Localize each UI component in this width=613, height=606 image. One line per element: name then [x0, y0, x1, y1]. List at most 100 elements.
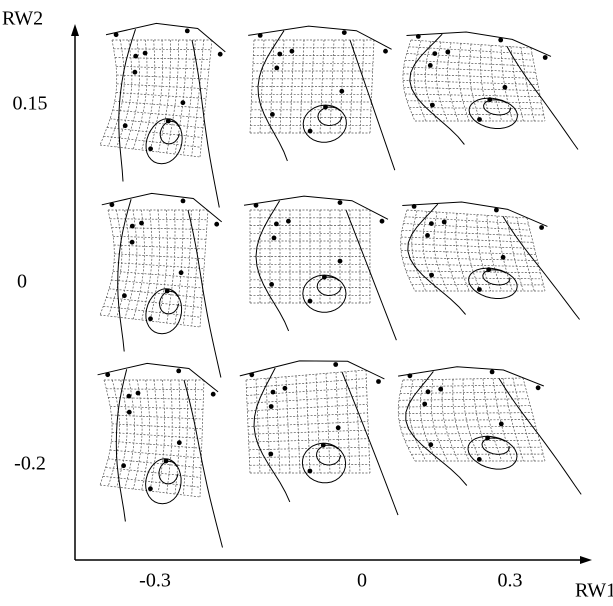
- grid-line: [116, 65, 210, 70]
- landmark: [163, 458, 169, 464]
- grid-line: [115, 92, 207, 99]
- landmark: [307, 468, 313, 474]
- landmark: [539, 225, 544, 230]
- grid-line: [247, 421, 369, 427]
- deformation-panel: [239, 360, 399, 516]
- deformation-panel: [397, 366, 582, 495]
- grid-line: [248, 438, 369, 443]
- outline-curve: [349, 39, 396, 171]
- outline-curve: [253, 367, 291, 503]
- outline-curve: [405, 371, 468, 486]
- landmark: [129, 223, 135, 229]
- grid-line: [113, 262, 205, 269]
- deformation-panel: [99, 22, 226, 208]
- grid-line: [99, 379, 113, 486]
- landmark: [476, 457, 482, 462]
- grid-line: [408, 46, 533, 55]
- grid-line: [99, 39, 118, 146]
- outline-curve: [118, 29, 136, 182]
- landmark: [428, 442, 434, 448]
- landmark: [542, 55, 548, 60]
- deformation-panel: [243, 195, 397, 341]
- outline-curve: [407, 203, 466, 315]
- loop-curve: [468, 267, 518, 299]
- grid-line: [112, 270, 204, 279]
- landmark: [494, 207, 499, 213]
- outline-curve: [117, 199, 132, 352]
- grid-line: [109, 218, 208, 221]
- landmark: [176, 440, 182, 446]
- landmark: [323, 104, 328, 110]
- grid-line: [105, 467, 201, 478]
- x-tick-label: -0.3: [139, 570, 171, 592]
- landmark: [429, 272, 434, 278]
- grid-line: [406, 53, 534, 61]
- grid-line: [329, 39, 335, 134]
- landmark: [268, 404, 274, 409]
- outline-curve: [105, 22, 226, 53]
- grid-line: [149, 379, 158, 492]
- grid-line: [405, 216, 529, 225]
- landmark: [425, 233, 430, 238]
- grid-line: [246, 378, 367, 389]
- grid-line: [111, 440, 202, 449]
- grid-line: [111, 227, 207, 230]
- outline-curve: [409, 33, 465, 145]
- landmark: [126, 393, 132, 399]
- outline-curve: [239, 360, 385, 380]
- landmark: [337, 200, 343, 206]
- loop-curve: [159, 290, 180, 315]
- landmark: [307, 128, 313, 134]
- landmark: [477, 117, 482, 122]
- grid-line: [530, 47, 546, 122]
- landmark: [445, 49, 451, 55]
- loop-curve: [302, 274, 347, 313]
- grid-line: [339, 39, 345, 134]
- grid-line: [399, 391, 527, 394]
- landmark: [486, 267, 492, 273]
- landmark: [307, 298, 313, 304]
- landmark: [165, 118, 171, 124]
- y-axis-label: RW2: [2, 8, 43, 30]
- landmark: [148, 146, 154, 152]
- landmark: [500, 254, 506, 260]
- landmark: [210, 391, 216, 397]
- landmark: [133, 53, 139, 59]
- landmark: [425, 389, 431, 395]
- outline-curve: [406, 31, 552, 57]
- y-tick-label: 0.15: [13, 93, 48, 115]
- grid-line: [249, 455, 370, 458]
- grid-line: [409, 107, 543, 110]
- grid-line: [265, 378, 271, 474]
- landmark: [122, 293, 127, 299]
- landmark: [268, 451, 274, 457]
- grid-line: [404, 93, 541, 98]
- grid-line: [109, 449, 202, 459]
- landmark: [335, 425, 341, 431]
- landmark: [429, 221, 434, 227]
- x-tick-label: 0: [357, 570, 367, 592]
- loop-curve: [468, 97, 518, 129]
- landmark: [142, 50, 148, 56]
- outline-curve: [255, 200, 290, 332]
- landmark: [339, 88, 345, 94]
- grid-line: [410, 39, 532, 49]
- grid-line: [516, 217, 535, 292]
- landmark: [322, 274, 327, 280]
- landmark: [132, 69, 138, 75]
- grid-line: [400, 426, 536, 428]
- landmark: [274, 65, 280, 71]
- loop-curve: [145, 458, 182, 505]
- grid-line: [401, 256, 538, 261]
- landmark: [441, 219, 447, 225]
- landmark: [432, 51, 438, 56]
- grid-line: [99, 209, 115, 316]
- outline-curve: [257, 30, 288, 162]
- landmark: [411, 204, 417, 209]
- landmark: [269, 282, 274, 287]
- grid-line: [149, 39, 163, 152]
- grid-line: [114, 57, 211, 60]
- landmark: [105, 372, 111, 378]
- landmark: [271, 235, 277, 241]
- landmark: [498, 37, 504, 43]
